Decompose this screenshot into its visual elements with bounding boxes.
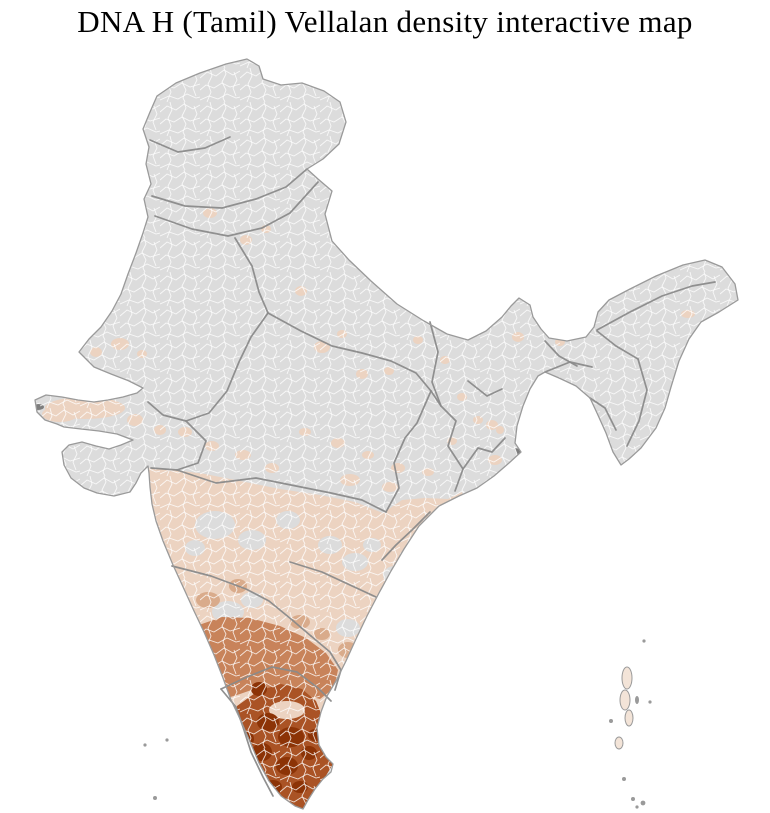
andaman-islands[interactable] [609,639,652,809]
map-title: DNA H (Tamil) Vellalan density interacti… [77,4,693,39]
state-borders [147,136,716,797]
lakshadweep-islands[interactable] [143,738,169,800]
india-outline [34,58,739,810]
